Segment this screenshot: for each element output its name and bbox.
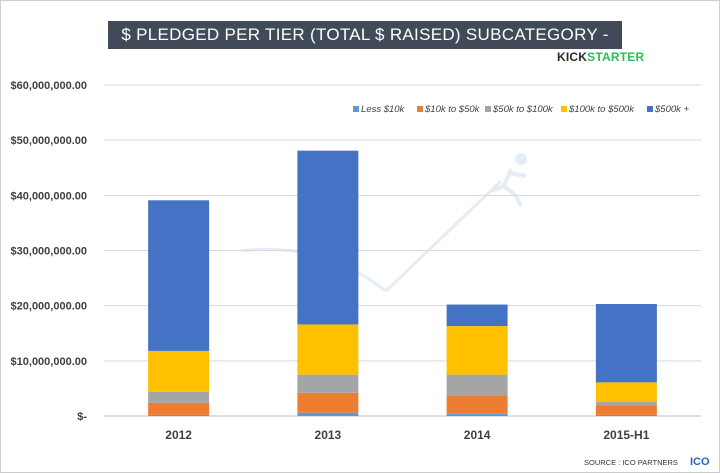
brand-part-2: STARTER bbox=[587, 50, 645, 64]
legend-label: $50k to $100k bbox=[492, 104, 554, 115]
legend-swatch bbox=[561, 106, 567, 112]
bar-segment bbox=[595, 304, 657, 383]
bar-segment bbox=[297, 374, 359, 393]
y-tick-label: $20,000,000.00 bbox=[11, 301, 87, 313]
bar-segment bbox=[446, 395, 508, 414]
bar-segment bbox=[446, 374, 508, 396]
source-note: SOURCE : ICO PARTNERS bbox=[584, 458, 678, 467]
y-tick-label: $40,000,000.00 bbox=[11, 190, 87, 202]
x-tick-label: 2014 bbox=[464, 428, 491, 442]
legend-swatch bbox=[485, 106, 491, 112]
bar-segment bbox=[446, 413, 508, 416]
brand-part-1: KICK bbox=[557, 50, 588, 64]
bar-segment bbox=[148, 391, 210, 403]
legend-swatch bbox=[417, 106, 423, 112]
ico-partners-watermark bbox=[240, 153, 527, 293]
bar-segment bbox=[297, 392, 359, 413]
legend-label: $500k + bbox=[654, 104, 690, 115]
chart-title: $ PLEDGED PER TIER (TOTAL $ RAISED) SUBC… bbox=[108, 21, 622, 72]
y-tick-label: $- bbox=[77, 411, 87, 423]
legend-label: Less $10k bbox=[361, 104, 406, 115]
bar-segment bbox=[446, 326, 508, 375]
x-axis-tick-labels: 2012 2013 2014 2015-H1 bbox=[165, 428, 649, 442]
kickstarter-logo: KICKSTARTER bbox=[557, 50, 644, 64]
bar-stacks bbox=[148, 150, 657, 416]
bar-segment bbox=[148, 414, 210, 416]
y-tick-label: $30,000,000.00 bbox=[11, 246, 87, 258]
y-tick-label: $50,000,000.00 bbox=[11, 135, 87, 147]
bar-segment bbox=[297, 150, 359, 325]
legend-swatch bbox=[353, 106, 359, 112]
bar-segment bbox=[297, 412, 359, 416]
y-tick-label: $60,000,000.00 bbox=[11, 80, 87, 92]
bar-segment bbox=[595, 414, 657, 416]
y-axis-tick-labels: $- $10,000,000.00 $20,000,000.00 $30,000,00… bbox=[11, 80, 88, 423]
bar-segment bbox=[595, 382, 657, 402]
source-logo: ICO bbox=[690, 456, 710, 468]
legend-label: $100k to $500k bbox=[568, 104, 635, 115]
x-tick-label: 2015-H1 bbox=[603, 428, 649, 442]
x-tick-label: 2012 bbox=[165, 428, 192, 442]
bar-segment bbox=[595, 401, 657, 406]
bar-segment bbox=[297, 324, 359, 375]
bar-segment bbox=[148, 402, 210, 415]
legend: Less $10k $10k to $50k $50k to $100k $100k … bbox=[353, 104, 690, 115]
legend-swatch bbox=[647, 106, 653, 112]
y-tick-label: $10,000,000.00 bbox=[11, 356, 87, 368]
x-tick-label: 2013 bbox=[315, 428, 342, 442]
bar-segment bbox=[148, 350, 210, 392]
bar-segment bbox=[446, 304, 508, 327]
legend-label: $10k to $50k bbox=[424, 104, 481, 115]
bar-segment bbox=[595, 405, 657, 415]
bar-segment bbox=[148, 200, 210, 351]
